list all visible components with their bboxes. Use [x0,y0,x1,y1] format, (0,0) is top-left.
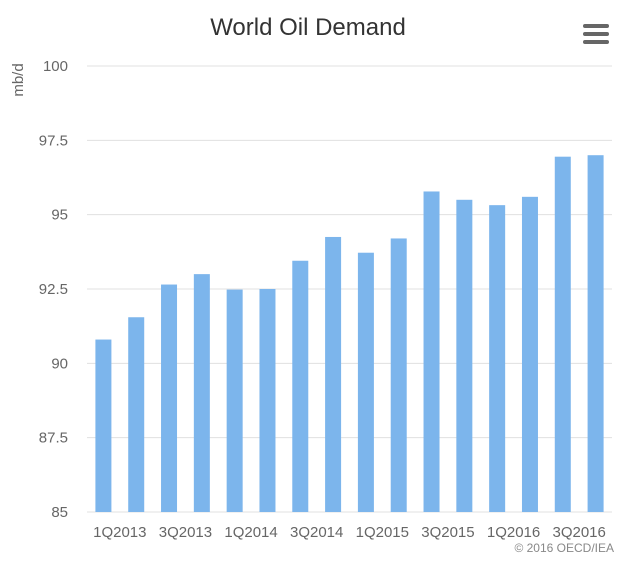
bar-3Q2013[interactable] [161,284,178,512]
x-tick-label: 3Q2016 [552,524,605,541]
bar-1Q2015[interactable] [357,252,374,512]
x-axis-ticks: 1Q2013 3Q2013 1Q2014 3Q2014 1Q2015 3Q2015 1Q20… [93,524,606,541]
bar-1Q2016[interactable] [489,205,506,513]
y-tick-label: 85 [51,504,68,521]
bar-4Q2013[interactable] [193,274,210,512]
bar-2Q2015[interactable] [390,238,407,512]
bar-2Q2016[interactable] [521,196,538,512]
bar-2Q2013[interactable] [128,317,145,512]
bar-1Q2013[interactable] [95,339,112,512]
x-tick-label: 1Q2014 [224,524,277,541]
bar-4Q2015[interactable] [456,199,473,513]
hamburger-menu-icon[interactable] [583,24,609,44]
y-tick-label: 87.5 [39,430,68,447]
y-axis-ticks: 85 87.5 90 92.5 95 97.5 100 [39,58,68,521]
y-tick-label: 100 [43,58,68,75]
y-tick-label: 90 [51,355,68,372]
x-tick-label: 1Q2016 [487,524,540,541]
x-tick-label: 3Q2013 [159,524,212,541]
credit-text: © 2016 OECD/IEA [514,541,614,555]
x-tick-label: 1Q2013 [93,524,146,541]
bar-1Q2014[interactable] [226,289,243,512]
y-axis-label: mb/d [10,63,27,96]
x-tick-label: 3Q2014 [290,524,343,541]
bar-3Q2014[interactable] [292,260,309,512]
chart-title: World Oil Demand [210,14,406,41]
bar-3Q2015[interactable] [423,191,440,512]
y-tick-label: 95 [51,207,68,224]
bar-3Q2016[interactable] [554,156,571,513]
bar-4Q2016[interactable] [587,155,604,512]
bar-4Q2014[interactable] [325,236,342,512]
y-tick-label: 92.5 [39,281,68,298]
x-tick-label: 3Q2015 [421,524,474,541]
x-tick-label: 1Q2015 [356,524,409,541]
bars [95,155,604,513]
bar-2Q2014[interactable] [259,289,276,512]
y-tick-label: 97.5 [39,132,68,149]
